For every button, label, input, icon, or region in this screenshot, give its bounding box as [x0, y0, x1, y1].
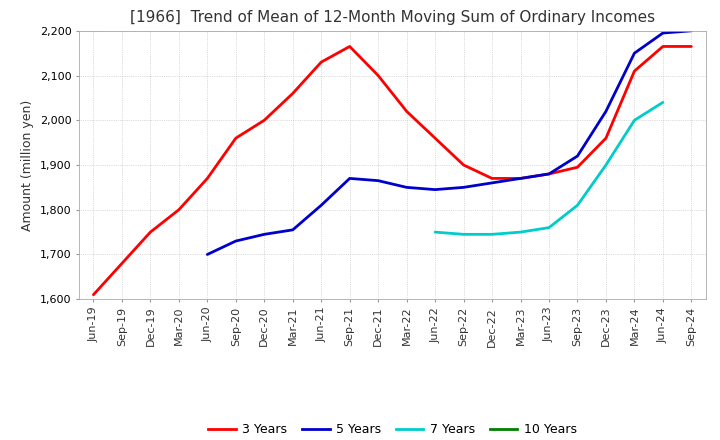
Title: [1966]  Trend of Mean of 12-Month Moving Sum of Ordinary Incomes: [1966] Trend of Mean of 12-Month Moving …: [130, 11, 655, 26]
3 Years: [659, 44, 667, 49]
3 Years: [545, 171, 554, 176]
3 Years: [346, 44, 354, 49]
7 Years: [516, 230, 525, 235]
3 Years: [402, 109, 411, 114]
7 Years: [630, 117, 639, 123]
Legend: 3 Years, 5 Years, 7 Years, 10 Years: 3 Years, 5 Years, 7 Years, 10 Years: [203, 418, 582, 440]
7 Years: [459, 232, 468, 237]
5 Years: [687, 28, 696, 33]
Line: 7 Years: 7 Years: [435, 103, 663, 235]
5 Years: [289, 227, 297, 232]
5 Years: [374, 178, 382, 183]
5 Years: [516, 176, 525, 181]
5 Years: [573, 154, 582, 159]
5 Years: [346, 176, 354, 181]
5 Years: [260, 232, 269, 237]
3 Years: [289, 91, 297, 96]
3 Years: [687, 44, 696, 49]
5 Years: [659, 30, 667, 36]
3 Years: [431, 136, 439, 141]
7 Years: [602, 162, 611, 168]
5 Years: [545, 171, 554, 176]
5 Years: [630, 51, 639, 56]
7 Years: [573, 203, 582, 208]
3 Years: [573, 165, 582, 170]
5 Years: [317, 203, 325, 208]
Y-axis label: Amount (million yen): Amount (million yen): [22, 99, 35, 231]
5 Years: [232, 238, 240, 244]
3 Years: [117, 261, 126, 266]
7 Years: [431, 230, 439, 235]
5 Years: [602, 109, 611, 114]
5 Years: [459, 185, 468, 190]
3 Years: [232, 136, 240, 141]
3 Years: [174, 207, 183, 213]
3 Years: [146, 230, 155, 235]
3 Years: [317, 59, 325, 65]
3 Years: [602, 136, 611, 141]
3 Years: [374, 73, 382, 78]
3 Years: [89, 292, 98, 297]
3 Years: [459, 162, 468, 168]
Line: 3 Years: 3 Years: [94, 47, 691, 295]
7 Years: [487, 232, 496, 237]
5 Years: [487, 180, 496, 186]
3 Years: [203, 176, 212, 181]
3 Years: [630, 68, 639, 73]
3 Years: [487, 176, 496, 181]
5 Years: [431, 187, 439, 192]
7 Years: [659, 100, 667, 105]
5 Years: [203, 252, 212, 257]
3 Years: [260, 117, 269, 123]
3 Years: [516, 176, 525, 181]
5 Years: [402, 185, 411, 190]
7 Years: [545, 225, 554, 230]
Line: 5 Years: 5 Years: [207, 31, 691, 254]
